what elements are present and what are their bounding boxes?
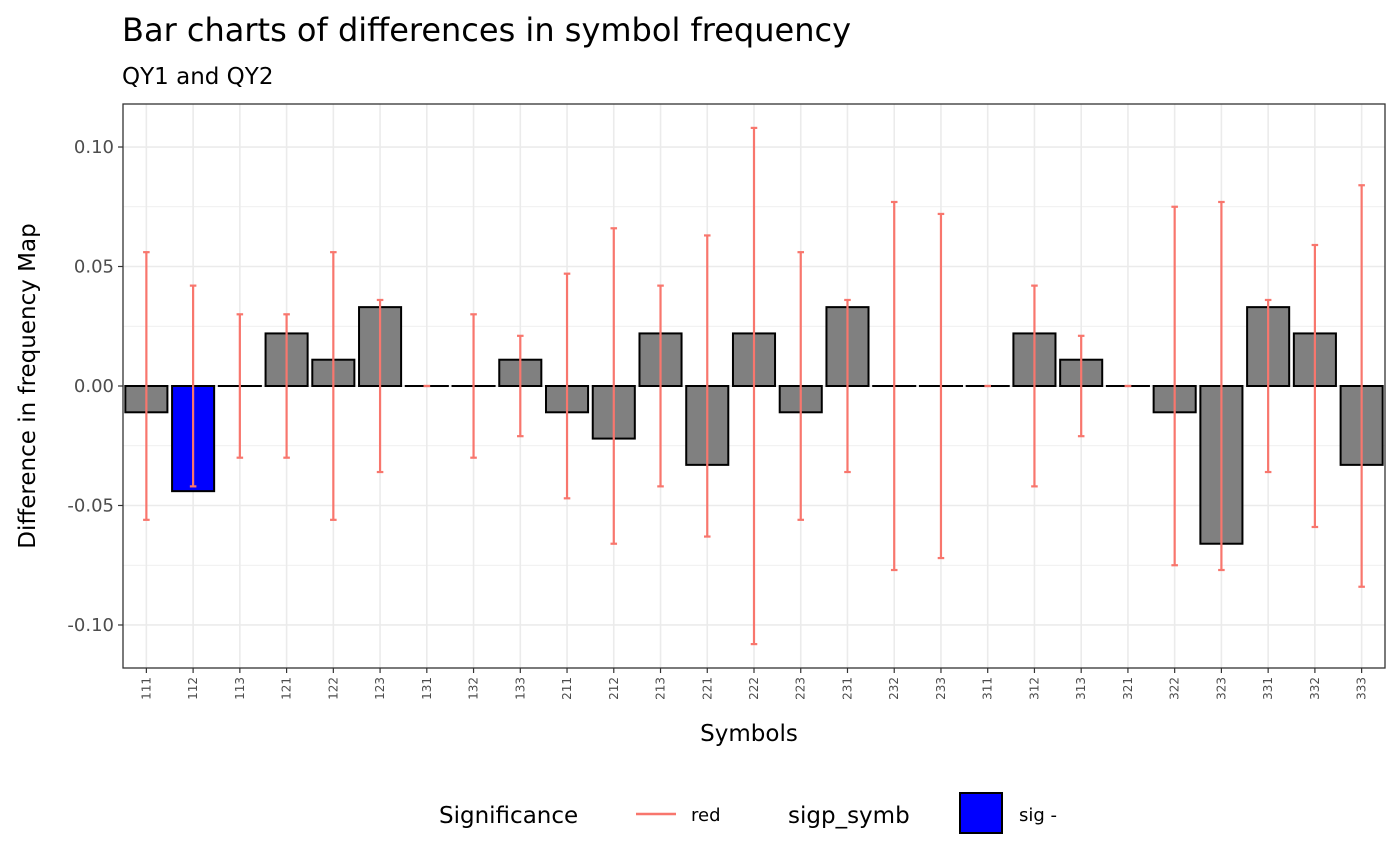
error-bar-222 [750,126,758,646]
error-bar-123 [376,298,384,474]
x-tick-label: 213 [654,677,668,700]
error-bar-113 [236,313,244,459]
y-axis-title: Difference in frequency Map [15,223,41,548]
legend-key-sig-minus [959,792,1003,834]
x-tick-label: 333 [1355,677,1369,700]
error-bar-132 [470,313,477,459]
x-tick-label: 321 [1121,677,1135,700]
error-bar-213 [657,284,664,488]
x-tick-label: 233 [934,677,948,700]
y-axis-ticks: -0.10 -0.05 0.00 0.05 0.10 [67,137,123,636]
x-tick-label: 312 [1027,677,1041,700]
y-tick-label: 0.10 [74,137,114,158]
error-bar-111 [143,251,150,521]
x-tick-label: 313 [1074,677,1088,700]
legend-title-sigp-symb: sigp_symb [788,803,910,829]
x-tick-label: 232 [887,677,901,700]
x-tick-label: 323 [1214,677,1228,700]
error-bar-112 [189,284,197,488]
y-tick-label: -0.10 [67,615,114,636]
error-bar-233 [937,212,945,560]
error-bar-221 [703,234,711,538]
x-axis-title: Symbols [700,721,798,747]
y-tick-label: -0.05 [67,495,114,516]
x-tick-label: 131 [420,677,434,700]
error-bar-332 [1311,243,1319,529]
x-tick-label: 231 [840,677,854,700]
x-tick-label: 211 [560,677,574,700]
x-tick-label: 212 [607,677,621,700]
x-tick-label: 113 [233,677,247,700]
x-tick-label: 133 [513,677,527,700]
x-tick-label: 121 [280,677,294,700]
x-tick-label: 132 [467,677,481,700]
error-bar-211 [563,272,571,500]
error-bars [143,126,1365,646]
x-tick-label: 322 [1168,677,1182,700]
x-axis-ticks: 111 112 113 121 122 123 131 132 133 211 212 213 221 2… [139,668,1369,700]
error-bar-323 [1218,200,1225,572]
error-bar-121 [283,313,290,459]
error-bar-223 [797,251,805,521]
legend-title-significance: Significance [439,803,578,829]
error-bar-122 [330,251,337,521]
chart-title: Bar charts of differences in symbol freq… [122,11,851,49]
legend: Significance red sigp_symb sig - [439,792,1057,834]
y-tick-label: 0.05 [74,257,114,278]
error-bar-331 [1264,298,1272,474]
error-bar-322 [1171,205,1178,567]
x-tick-label: 223 [794,677,808,700]
error-bar-133 [517,334,524,438]
error-bar-212 [610,227,618,545]
error-bar-231 [844,298,851,474]
x-tick-label: 311 [981,677,995,700]
x-tick-label: 221 [700,677,714,700]
error-bar-333 [1358,184,1365,588]
error-bar-232 [890,200,898,572]
x-tick-label: 112 [186,677,200,700]
error-bar-312 [1031,284,1038,488]
x-tick-label: 111 [139,677,153,700]
x-tick-label: 123 [373,677,387,700]
x-tick-label: 122 [326,677,340,700]
x-tick-label: 222 [747,677,761,700]
x-tick-label: 331 [1261,677,1275,700]
error-bar-313 [1077,334,1085,438]
legend-label-sig-minus: sig - [1019,805,1057,826]
y-tick-label: 0.00 [74,376,114,397]
legend-label-red: red [691,805,721,826]
chart-subtitle: QY1 and QY2 [122,64,273,90]
x-tick-label: 332 [1308,677,1322,700]
